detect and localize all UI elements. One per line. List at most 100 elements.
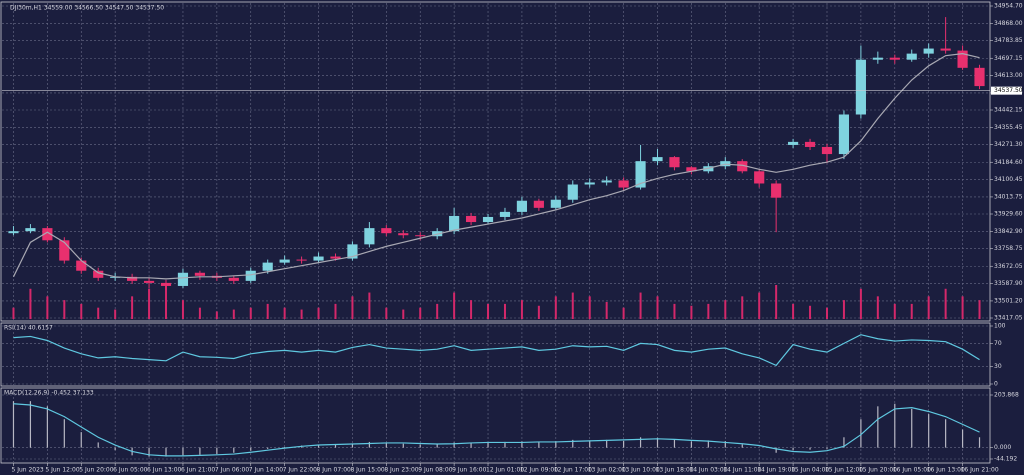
candle-body <box>940 48 951 51</box>
x-tick-label: 14 Jun 19:00 <box>757 467 795 474</box>
candle-body <box>516 200 528 212</box>
macd-bar <box>894 403 896 448</box>
volume-bar <box>165 285 168 319</box>
candle-body <box>533 200 544 208</box>
macd-bar <box>114 447 116 451</box>
y-tick-label: 34783.85 <box>994 37 1023 44</box>
candle-body <box>127 276 138 281</box>
macd-bar <box>317 444 320 448</box>
candle-body <box>838 114 850 155</box>
y-tick-label: 33842.90 <box>994 228 1023 235</box>
macd-bar <box>233 447 235 453</box>
volume-bar <box>724 300 727 319</box>
candle-body <box>228 277 239 281</box>
rsi-panel <box>0 322 991 387</box>
candle-body <box>550 199 561 208</box>
macd-bar <box>216 447 218 455</box>
candle-body <box>330 256 341 259</box>
candle-body <box>296 259 307 261</box>
y-tick-label: 34442.15 <box>994 107 1023 114</box>
macd-bar <box>826 447 828 449</box>
volume-bar <box>927 296 930 319</box>
candle-body <box>76 260 87 271</box>
volume-bar <box>859 288 862 319</box>
macd-bar <box>182 447 184 456</box>
volume-bar <box>673 303 676 319</box>
macd-bar <box>724 441 726 448</box>
candle-body <box>567 184 578 200</box>
y-tick-label: 33417.05 <box>994 315 1023 322</box>
price-panel <box>0 1 991 322</box>
macd-bar <box>775 447 777 453</box>
y-tick-label: 34868.00 <box>994 20 1023 27</box>
volume-bar <box>639 292 642 319</box>
candle-body <box>313 256 324 261</box>
current-price-label: 34537.50 <box>994 87 1023 94</box>
x-tick-label: 7 Jun 06:00 <box>215 467 249 474</box>
macd-bar <box>538 442 540 448</box>
current-price-box <box>991 86 1022 95</box>
volume-bar <box>944 288 947 319</box>
x-tick-label: 7 Jun 14:00 <box>249 467 283 474</box>
volume-bar <box>588 296 591 319</box>
macd-bar <box>267 447 269 449</box>
macd-bar <box>334 443 337 448</box>
volume-bar <box>80 303 83 319</box>
candle-body <box>143 280 155 283</box>
macd-bar <box>368 441 370 448</box>
macd-bar <box>80 432 82 448</box>
y-tick-label: 34355.45 <box>994 124 1023 131</box>
moving-average <box>12 53 980 280</box>
volume-bar <box>554 296 557 319</box>
macd-bar <box>453 442 455 448</box>
volume-bar <box>266 303 269 319</box>
candle-body <box>872 57 883 60</box>
candle-body <box>245 270 256 281</box>
y-tick-label: 33501.20 <box>994 297 1023 304</box>
candle-body <box>449 215 460 232</box>
macd-bar <box>978 437 981 448</box>
volume-bar <box>792 303 795 319</box>
y-tick-label: 30 <box>994 363 1002 370</box>
volume-bar <box>215 311 218 319</box>
macd-bar <box>351 443 354 448</box>
volume-bar <box>487 303 490 319</box>
macd-bar <box>809 447 811 450</box>
macd-bar <box>63 419 65 448</box>
candle-body <box>754 171 765 184</box>
macd-bar <box>741 444 743 448</box>
y-tick-label: 34954.70 <box>994 3 1023 10</box>
macd-bar <box>843 437 845 448</box>
x-tick-label: 16 Jun 21:00 <box>961 467 999 474</box>
volume-bar <box>368 292 371 319</box>
x-tick-label: 13 Jun 18:00 <box>656 467 694 474</box>
volume-bar <box>181 300 184 319</box>
volume-bar <box>876 296 879 319</box>
candle-body <box>601 180 612 183</box>
volume-bar <box>571 292 574 319</box>
y-tick-label: 70 <box>994 340 1002 347</box>
volume-bar <box>419 307 422 319</box>
volume-bar <box>622 307 625 319</box>
candle-body <box>42 228 53 241</box>
macd-bar <box>402 443 404 448</box>
candle-body <box>398 233 409 236</box>
candle-body <box>482 216 494 223</box>
y-tick-label: 34271.30 <box>994 141 1023 148</box>
volume-bar <box>436 303 439 319</box>
macd-bar <box>877 406 879 448</box>
macd-bar <box>504 441 506 448</box>
macd-bar <box>945 419 947 448</box>
x-tick-label: 9 Jun 16:00 <box>452 467 486 474</box>
macd-bar <box>29 401 32 448</box>
macd-bar <box>46 406 48 448</box>
macd-bar <box>199 447 201 455</box>
macd-bar <box>470 443 472 448</box>
candle-body <box>25 228 36 232</box>
y-tick-label: 33672.05 <box>994 263 1023 270</box>
y-tick-label: 33587.90 <box>994 280 1023 287</box>
volume-bar <box>249 307 252 319</box>
macd-bar <box>606 439 608 448</box>
x-tick-label: 14 Jun 11:00 <box>723 467 761 474</box>
